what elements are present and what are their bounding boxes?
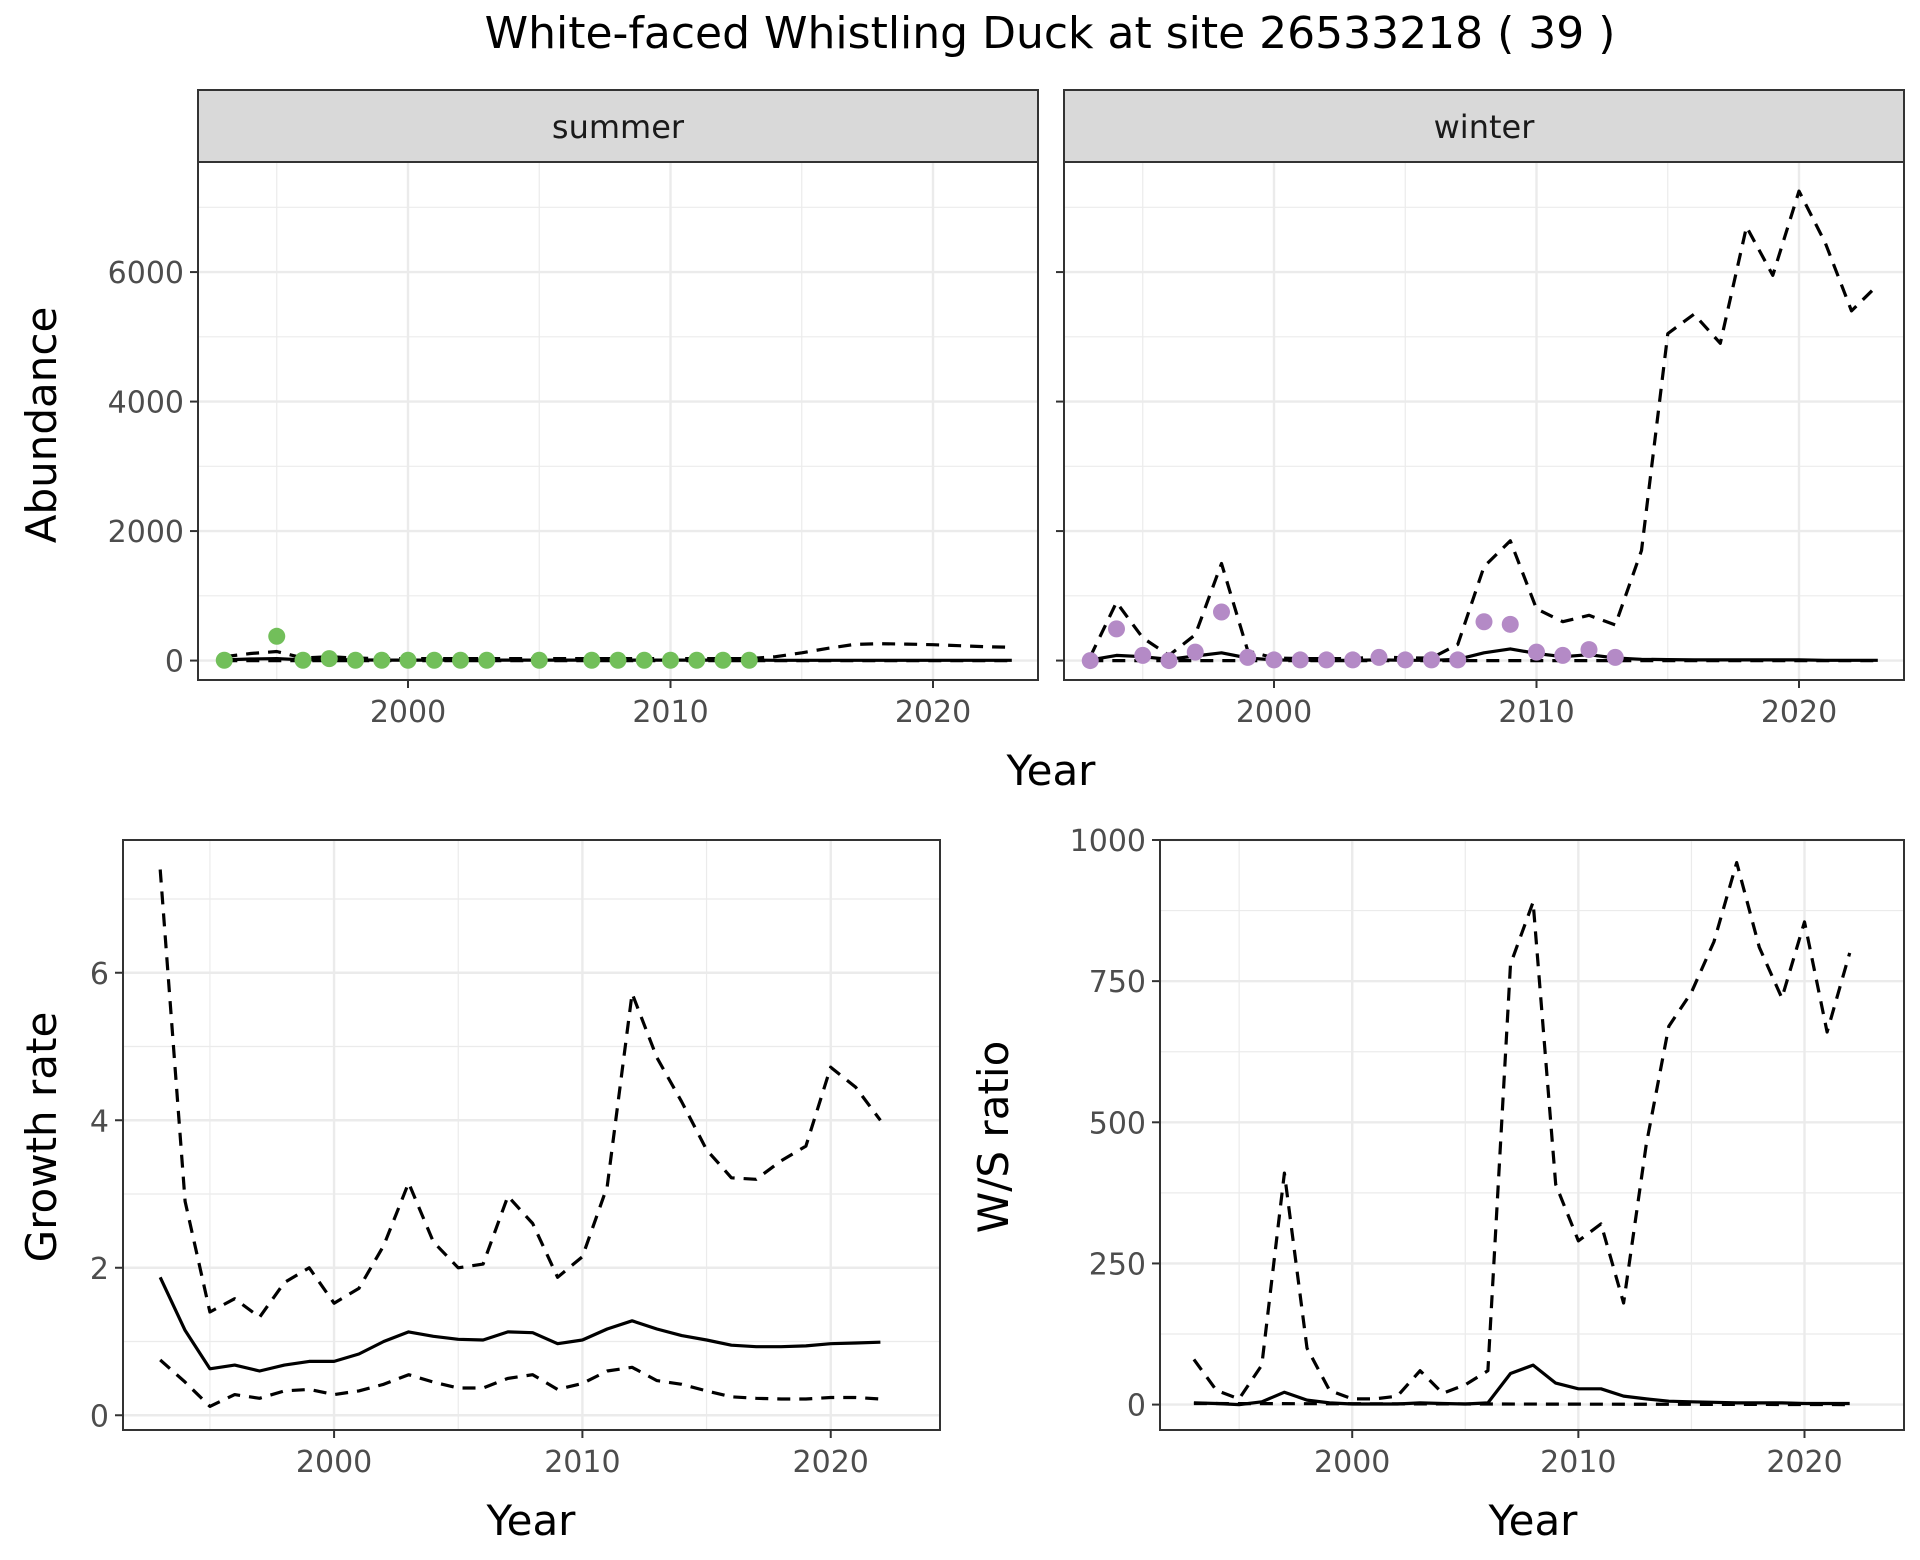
y-tick-label: 0 bbox=[90, 1399, 109, 1434]
summer-abundance-panel: summer 2000 2010 2020 0 2000 4000 6000 bbox=[108, 89, 1039, 730]
summer-strip bbox=[197, 89, 1039, 163]
winter-observed-point bbox=[1501, 615, 1519, 633]
winter-observed-point bbox=[1449, 651, 1467, 669]
y-tick-label: 0 bbox=[165, 645, 184, 680]
winter-observed-point bbox=[1580, 641, 1598, 659]
summer-observed-point bbox=[478, 651, 496, 669]
winter-panel-border bbox=[1063, 161, 1905, 681]
y-tick-label: 250 bbox=[1089, 1247, 1146, 1282]
winter-observed-point bbox=[1344, 651, 1362, 669]
ratio-series-line-0 bbox=[1193, 1363, 1850, 1407]
winter-series-line-0 bbox=[1090, 647, 1878, 662]
summer-observed-point bbox=[399, 651, 417, 669]
ratio-series-line-1 bbox=[1192, 860, 1852, 1401]
summer-observed-point bbox=[452, 651, 469, 669]
summer-observed-point bbox=[320, 650, 338, 668]
winter-observed-point bbox=[1134, 646, 1152, 664]
summer-observed-point bbox=[373, 651, 391, 669]
summer-observed-point bbox=[530, 651, 548, 669]
summer-observed-point bbox=[268, 627, 286, 645]
summer-observed-point bbox=[347, 651, 364, 669]
growth-y-axis-title: Growth rate bbox=[17, 1012, 66, 1263]
ratio-y-axis-title: W/S ratio bbox=[969, 1041, 1018, 1234]
winter-observed-point bbox=[1081, 652, 1099, 670]
x-tick-label: 2020 bbox=[793, 1445, 869, 1480]
winter-observed-point bbox=[1475, 613, 1493, 631]
winter-abundance-panel: winter 2000 2010 2020 bbox=[1056, 89, 1905, 730]
summer-observed-point bbox=[425, 651, 443, 669]
x-tick-label: 2020 bbox=[1761, 695, 1837, 730]
winter-observed-point bbox=[1318, 651, 1335, 669]
x-tick-label: 2010 bbox=[1540, 1445, 1616, 1480]
winter-observed-point bbox=[1423, 651, 1440, 669]
y-tick-label: 0 bbox=[1127, 1389, 1146, 1424]
growth-series-line-2 bbox=[159, 1358, 881, 1409]
winter-observed-point bbox=[1160, 652, 1178, 670]
summer-observed-point bbox=[294, 651, 312, 669]
winter-observed-point bbox=[1370, 648, 1388, 666]
winter-observed-point bbox=[1606, 648, 1624, 666]
summer-observed-point bbox=[714, 651, 732, 669]
chart-title: White-faced Whistling Duck at site 26533… bbox=[485, 8, 1616, 59]
growth-series-line-0 bbox=[158, 1276, 881, 1373]
ws-ratio-panel: 2000 2010 2020 0 250 500 750 1000 bbox=[1070, 824, 1905, 1480]
winter-observed-point bbox=[1554, 646, 1572, 664]
growth-gridlines bbox=[123, 840, 940, 1430]
x-tick-label: 2000 bbox=[1236, 695, 1312, 730]
x-tick-label: 2020 bbox=[1766, 1445, 1842, 1480]
x-tick-label: 2010 bbox=[544, 1445, 620, 1480]
summer-strip-label: summer bbox=[552, 108, 685, 146]
y-tick-label: 2 bbox=[90, 1252, 109, 1287]
winter-observed-point bbox=[1528, 643, 1545, 661]
ratio-x-axis-title: Year bbox=[1488, 1496, 1579, 1545]
y-tick-label: 6000 bbox=[108, 256, 184, 291]
x-tick-label: 2010 bbox=[632, 695, 708, 730]
winter-observed-point bbox=[1239, 648, 1257, 666]
growth-series-line-1 bbox=[158, 869, 882, 1319]
summer-observed-point bbox=[662, 651, 679, 669]
winter-strip bbox=[1063, 89, 1905, 163]
winter-gridlines bbox=[1064, 162, 1904, 680]
winter-observed-point bbox=[1213, 603, 1230, 621]
growth-panel-border bbox=[122, 839, 941, 1431]
y-tick-label: 2000 bbox=[108, 515, 184, 550]
top-x-axis-title: Year bbox=[1006, 746, 1097, 795]
summer-gridlines bbox=[198, 162, 1038, 680]
summer-observed-point bbox=[635, 651, 653, 669]
summer-observed-point bbox=[583, 651, 601, 669]
y-tick-label: 1000 bbox=[1070, 824, 1146, 859]
ratio-panel-border bbox=[1159, 839, 1905, 1431]
y-tick-label: 500 bbox=[1089, 1106, 1146, 1141]
x-tick-label: 2020 bbox=[895, 695, 971, 730]
y-tick-label: 750 bbox=[1089, 965, 1146, 1000]
x-tick-label: 2000 bbox=[370, 695, 446, 730]
y-tick-label: 6 bbox=[90, 957, 109, 992]
winter-observed-point bbox=[1186, 643, 1204, 661]
summer-panel-border bbox=[197, 161, 1039, 681]
abundance-y-axis-title: Abundance bbox=[17, 307, 66, 544]
x-tick-label: 2000 bbox=[1314, 1445, 1390, 1480]
x-tick-label: 2010 bbox=[1498, 695, 1574, 730]
winter-observed-point bbox=[1265, 651, 1283, 669]
winter-observed-point bbox=[1291, 651, 1309, 669]
growth-x-axis-title: Year bbox=[486, 1496, 577, 1545]
winter-observed-point bbox=[1396, 651, 1414, 669]
winter-strip-label: winter bbox=[1434, 108, 1536, 146]
winter-series-line-1 bbox=[1088, 189, 1879, 661]
summer-observed-point bbox=[215, 651, 233, 669]
growth-rate-panel: 2000 2010 2020 0 2 4 6 bbox=[90, 839, 941, 1480]
summer-observed-point bbox=[740, 651, 758, 669]
summer-observed-point bbox=[609, 651, 627, 669]
y-tick-label: 4 bbox=[90, 1104, 109, 1139]
x-tick-label: 2000 bbox=[296, 1445, 372, 1480]
ratio-gridlines bbox=[1160, 838, 1904, 1430]
y-tick-label: 4000 bbox=[108, 386, 184, 421]
summer-observed-point bbox=[688, 651, 706, 669]
winter-observed-point bbox=[1108, 620, 1125, 638]
